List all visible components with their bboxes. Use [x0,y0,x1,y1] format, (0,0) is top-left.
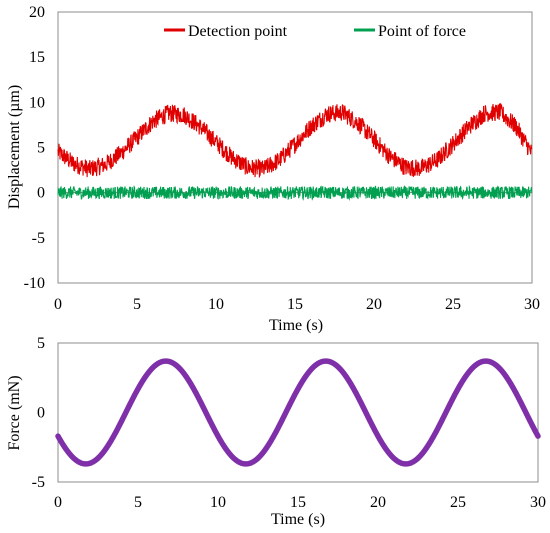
top-series-group [57,103,533,201]
top-y-tick-label: -5 [32,230,45,247]
top-y-tick-label: 5 [37,140,45,157]
series-line-point-of-force [57,184,533,201]
bottom-plot-frame [57,342,539,483]
series-line-detection-point [57,103,533,178]
top-y-tick-label: 15 [29,49,45,66]
bottom-y-tick-labels: 5 0 -5 [32,335,45,491]
bottom-x-tick-labels: 0 5 10 15 20 25 30 [54,494,546,511]
top-y-tick-label: 10 [29,94,45,111]
legend: Detection point Point of force [164,23,466,40]
top-x-tick-label: 15 [287,296,303,313]
bottom-x-axis-label: Time (s) [271,511,325,528]
top-y-axis-label: Displacement (µm) [6,85,23,209]
top-y-tick-label: 0 [37,185,45,202]
bottom-x-tick-label: 0 [54,494,62,511]
top-x-tick-label: 20 [366,296,382,313]
bottom-x-tick-label: 25 [450,494,466,511]
top-y-tick-labels: 20 15 10 5 0 -5 -10 [24,4,45,292]
bottom-series-group [55,358,541,467]
bottom-y-tick-label: -5 [32,474,45,491]
top-x-tick-label: 10 [208,296,224,313]
bottom-y-tick-label: 5 [37,335,45,352]
top-x-tick-label: 0 [54,296,62,313]
bottom-y-tick-label: 0 [37,405,45,422]
bottom-x-tick-label: 30 [530,494,546,511]
series-line-force [55,358,541,467]
bottom-x-tick-label: 10 [210,494,226,511]
displacement-chart: 20 15 10 5 0 -5 -10 0 5 10 15 20 25 30 Detection poi… [6,4,540,334]
legend-label-point-of-force: Point of force [378,23,466,40]
top-x-tick-label: 30 [524,296,540,313]
force-chart: 5 0 -5 0 5 10 15 20 25 30 Force (mN) Time (s) [6,335,546,528]
bottom-x-tick-label: 5 [134,494,142,511]
bottom-x-tick-label: 15 [290,494,306,511]
top-x-tick-label: 25 [445,296,461,313]
top-x-tick-label: 5 [133,296,141,313]
bottom-x-tick-label: 20 [370,494,386,511]
legend-label-detection-point: Detection point [188,23,288,40]
top-plot-frame [57,11,533,284]
top-x-axis-label: Time (s) [269,317,323,334]
top-y-tick-label: 20 [29,4,45,21]
top-x-tick-labels: 0 5 10 15 20 25 30 [54,296,540,313]
bottom-y-axis-label: Force (mN) [6,375,23,450]
top-y-tick-label: -10 [24,275,45,292]
